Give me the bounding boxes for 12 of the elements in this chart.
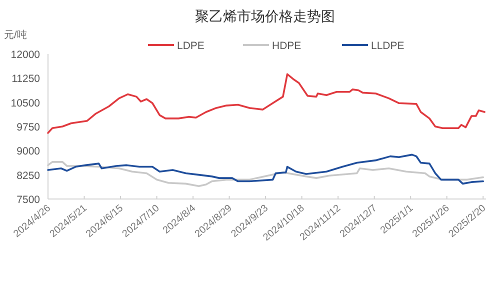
legend-label: HDPE bbox=[272, 40, 302, 52]
ytick: 10500 bbox=[10, 97, 40, 110]
ytick: 8250 bbox=[16, 170, 40, 182]
legend-label: LLDPE bbox=[371, 40, 404, 52]
ytick: 7500 bbox=[16, 194, 40, 206]
ytick: 9000 bbox=[16, 146, 40, 158]
ytick: 9750 bbox=[16, 122, 40, 134]
title: 聚乙烯市场价格走势图 bbox=[195, 8, 335, 24]
legend-label: LDPE bbox=[177, 40, 204, 52]
ytick: 12000 bbox=[10, 49, 40, 61]
ytick: 11250 bbox=[12, 73, 40, 86]
ylabel: 元/吨 bbox=[4, 30, 27, 41]
